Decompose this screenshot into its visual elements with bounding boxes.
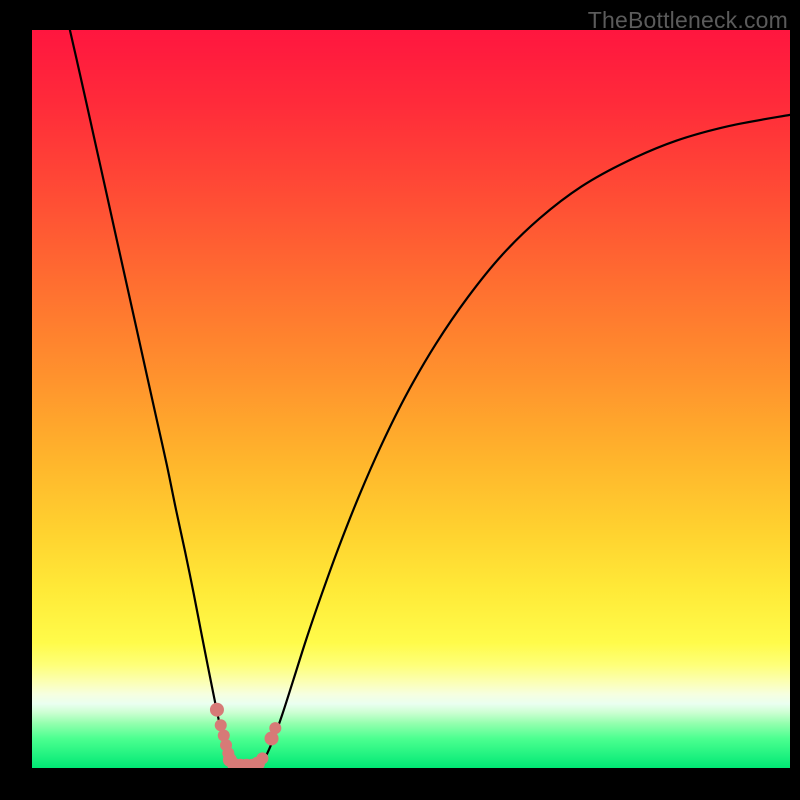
data-marker: [210, 703, 224, 717]
plot-area: [32, 30, 790, 768]
data-marker: [215, 719, 227, 731]
curve-layer: [32, 30, 790, 768]
watermark-text: TheBottleneck.com: [588, 7, 788, 34]
data-marker: [256, 752, 268, 764]
chart-container: TheBottleneck.com: [0, 0, 800, 800]
frame-border: [0, 768, 800, 800]
frame-border: [790, 0, 800, 800]
bottleneck-curve: [70, 30, 790, 768]
frame-border: [0, 0, 32, 800]
data-marker: [269, 722, 281, 734]
